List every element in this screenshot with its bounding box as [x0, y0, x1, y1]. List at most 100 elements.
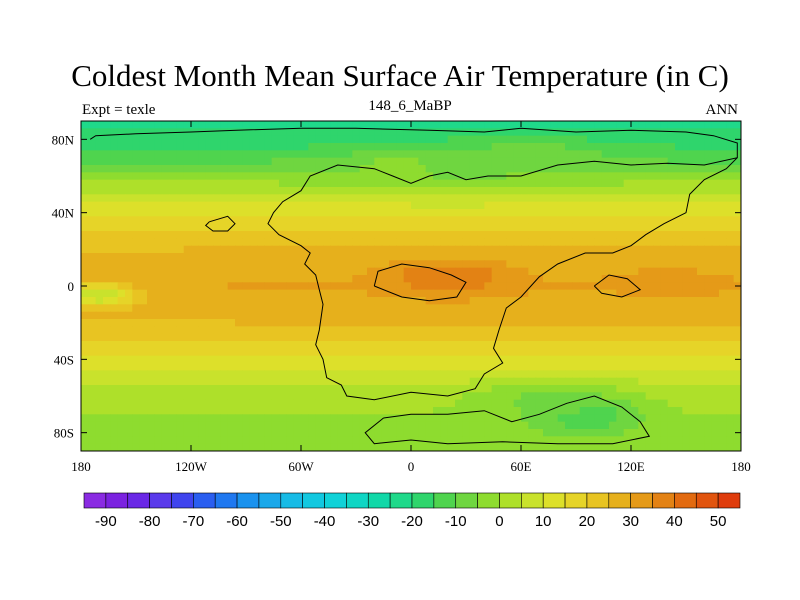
field-cell	[308, 414, 317, 423]
field-cell	[279, 304, 287, 313]
field-cell	[367, 172, 375, 181]
field-cell	[176, 333, 185, 342]
field-cell	[653, 341, 661, 349]
field-cell	[381, 385, 390, 393]
field-cell	[257, 443, 265, 451]
field-cell	[601, 319, 610, 327]
field-cell	[220, 209, 229, 217]
field-cell	[469, 319, 478, 327]
field-cell	[499, 392, 507, 401]
field-cell	[213, 143, 221, 151]
field-cell	[726, 319, 735, 327]
field-cell	[286, 436, 295, 445]
field-cell	[132, 414, 141, 423]
field-cell	[345, 333, 353, 342]
field-cell	[711, 399, 720, 408]
field-cell	[543, 209, 551, 217]
field-cell	[462, 238, 471, 247]
field-cell	[227, 121, 236, 129]
field-cell	[110, 172, 119, 181]
field-cell	[543, 319, 551, 327]
field-cell	[535, 179, 544, 188]
field-cell	[213, 223, 221, 232]
field-cell	[125, 128, 133, 137]
field-cell	[249, 128, 258, 137]
field-cell	[462, 165, 471, 173]
field-cell	[528, 253, 537, 261]
field-cell	[557, 187, 566, 195]
field-cell	[227, 407, 236, 415]
field-cell	[462, 194, 471, 203]
field-cell	[418, 319, 427, 327]
field-cell	[279, 128, 287, 137]
field-cell	[147, 392, 155, 401]
field-cell	[374, 289, 383, 298]
field-cell	[572, 363, 581, 371]
field-cell	[579, 135, 588, 144]
field-cell	[565, 128, 573, 137]
field-cell	[389, 157, 397, 166]
field-cell	[631, 179, 639, 188]
field-cell	[704, 326, 713, 335]
field-cell	[301, 355, 309, 364]
field-cell	[154, 150, 163, 159]
field-cell	[411, 414, 419, 423]
field-cell	[242, 326, 251, 335]
field-cell	[396, 319, 405, 327]
field-cell	[535, 135, 544, 144]
field-cell	[528, 260, 537, 269]
field-cell	[645, 297, 654, 305]
field-cell	[440, 333, 449, 342]
field-cell	[367, 392, 375, 401]
field-cell	[631, 282, 639, 291]
field-cell	[711, 377, 720, 386]
field-cell	[264, 421, 273, 430]
field-cell	[543, 245, 551, 254]
field-cell	[689, 245, 698, 254]
field-cell	[213, 275, 221, 283]
field-cell	[308, 172, 317, 181]
field-cell	[242, 209, 251, 217]
field-cell	[154, 289, 163, 298]
field-cell	[242, 363, 251, 371]
field-cell	[704, 443, 713, 451]
field-cell	[726, 275, 735, 283]
field-cell	[726, 194, 735, 203]
field-cell	[455, 165, 463, 173]
field-cell	[601, 172, 610, 181]
field-cell	[132, 319, 141, 327]
field-cell	[521, 143, 529, 151]
field-cell	[279, 326, 287, 335]
field-cell	[484, 231, 493, 239]
field-cell	[323, 172, 331, 181]
field-cell	[433, 311, 441, 320]
field-cell	[447, 187, 456, 195]
field-cell	[469, 245, 478, 254]
field-cell	[572, 421, 581, 430]
field-cell	[315, 414, 324, 423]
field-cell	[125, 407, 133, 415]
field-cell	[572, 392, 581, 401]
field-cell	[623, 289, 632, 298]
field-cell	[543, 275, 551, 283]
field-cell	[205, 201, 214, 210]
field-cell	[623, 216, 632, 225]
field-cell	[411, 363, 419, 371]
field-cell	[513, 179, 522, 188]
field-cell	[396, 407, 405, 415]
field-cell	[161, 399, 170, 408]
field-cell	[726, 304, 735, 313]
field-cell	[675, 377, 683, 386]
field-cell	[623, 429, 632, 437]
field-cell	[521, 238, 529, 247]
field-cell	[359, 289, 368, 298]
field-cell	[352, 150, 361, 159]
field-cell	[557, 348, 566, 357]
field-cell	[433, 267, 441, 276]
field-cell	[469, 363, 478, 371]
field-cell	[279, 275, 287, 283]
field-cell	[535, 157, 544, 166]
field-cell	[220, 443, 229, 451]
field-cell	[330, 245, 339, 254]
field-cell	[323, 297, 331, 305]
